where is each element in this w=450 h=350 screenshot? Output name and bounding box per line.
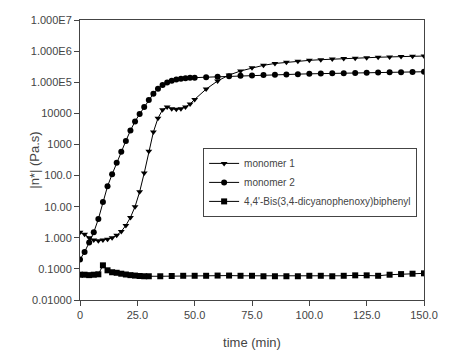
svg-text:100.0: 100.0 (296, 309, 324, 321)
svg-text:100.0: 100.0 (44, 169, 72, 181)
svg-text:50.0: 50.0 (184, 309, 205, 321)
svg-text:1000: 1000 (47, 138, 71, 150)
svg-text:1.000E7: 1.000E7 (31, 14, 72, 26)
svg-text:1.000E6: 1.000E6 (31, 45, 72, 57)
svg-text:time (min): time (min) (223, 335, 281, 350)
svg-text:monomer 2: monomer 2 (244, 177, 295, 188)
svg-text:0: 0 (77, 309, 83, 321)
svg-text:1.000E5: 1.000E5 (31, 76, 72, 88)
svg-text:10.00: 10.00 (44, 201, 72, 213)
svg-text:125.0: 125.0 (353, 309, 381, 321)
svg-text:0.01000: 0.01000 (32, 294, 72, 306)
svg-text:0.1000: 0.1000 (38, 263, 72, 275)
svg-text:1.000: 1.000 (44, 232, 72, 244)
svg-text:75.0: 75.0 (241, 309, 262, 321)
svg-text:150.0: 150.0 (410, 309, 438, 321)
svg-text:10000: 10000 (41, 107, 72, 119)
svg-text:25.0: 25.0 (127, 309, 148, 321)
svg-text:monomer 1: monomer 1 (244, 158, 295, 169)
svg-text:4,4'-Bis(3,4-dicyanophenoxy)bi: 4,4'-Bis(3,4-dicyanophenoxy)biphenyl (244, 196, 410, 207)
svg-text:|n*| (Pa.s): |n*| (Pa.s) (27, 131, 42, 188)
